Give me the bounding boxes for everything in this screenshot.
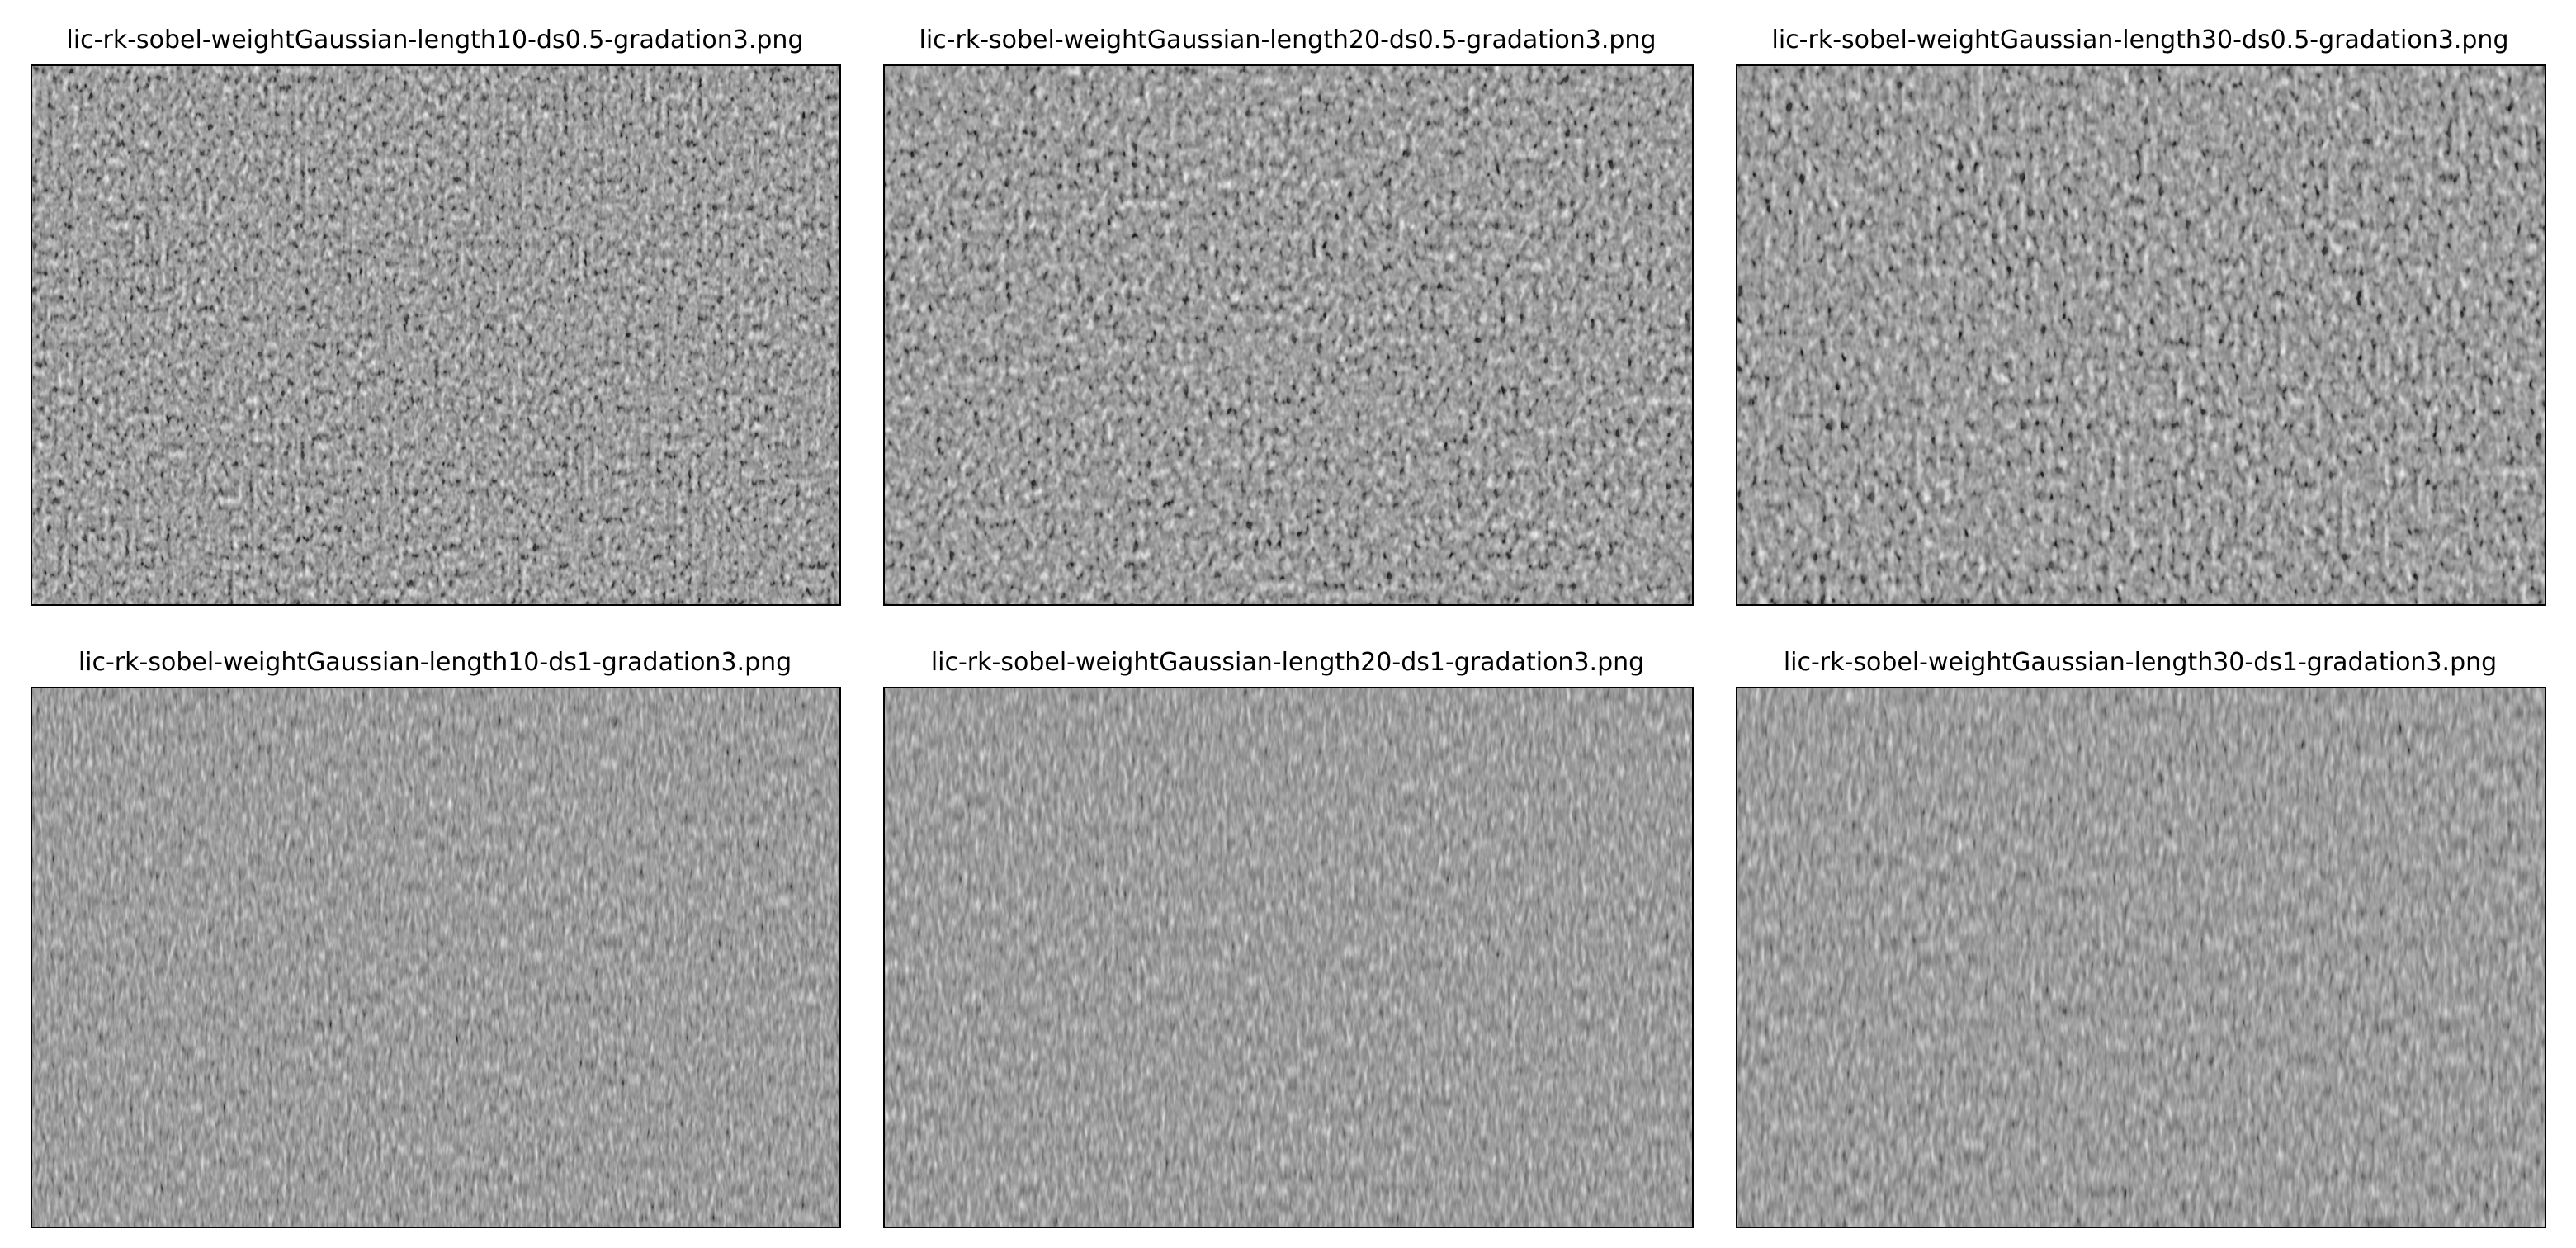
lic-texture-image (1737, 688, 2545, 1227)
lic-image (1736, 64, 2546, 606)
lic-image (883, 687, 1694, 1228)
lic-image (31, 687, 841, 1228)
lic-texture-image (32, 688, 839, 1227)
panel-title: lic-rk-sobel-weightGaussian-length20-ds0… (919, 26, 1657, 54)
panel-title: lic-rk-sobel-weightGaussian-length10-ds1… (78, 648, 792, 677)
panel-title: lic-rk-sobel-weightGaussian-length30-ds0… (1771, 26, 2509, 54)
lic-texture-image (885, 688, 1692, 1227)
lic-texture-image (1737, 66, 2545, 604)
panel-title: lic-rk-sobel-weightGaussian-length20-ds1… (930, 648, 1645, 677)
lic-image (883, 64, 1694, 606)
panel-title: lic-rk-sobel-weightGaussian-length10-ds0… (66, 26, 804, 54)
lic-image (31, 64, 841, 606)
lic-texture-image (32, 66, 839, 604)
lic-image (1736, 687, 2546, 1228)
panel-title: lic-rk-sobel-weightGaussian-length30-ds1… (1783, 648, 2498, 677)
lic-texture-image (885, 66, 1692, 604)
